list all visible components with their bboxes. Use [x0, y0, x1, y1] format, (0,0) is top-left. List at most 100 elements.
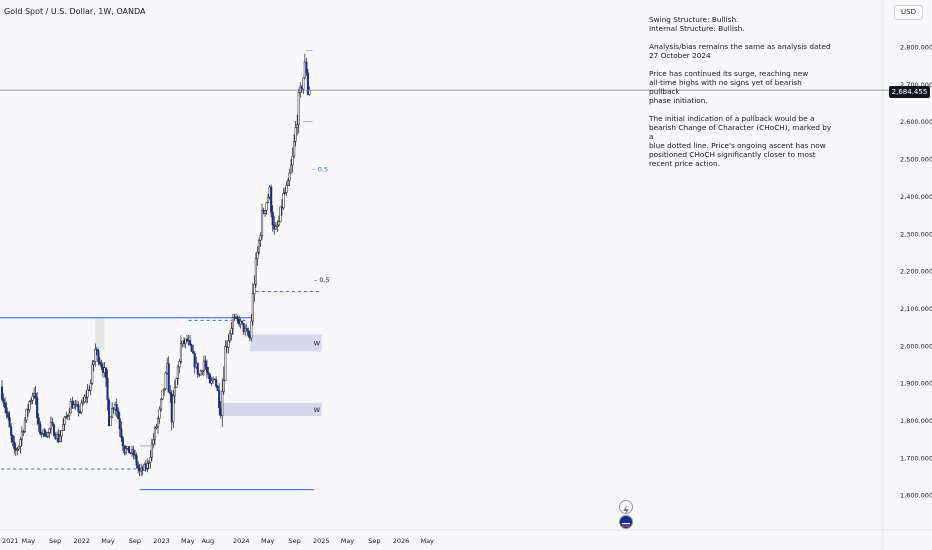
time-tick-label: 2021: [2, 537, 19, 545]
candle-body: [172, 395, 175, 423]
candle-body: [247, 329, 250, 336]
candle-body: [34, 393, 37, 398]
price-tick-label: 2,800.000: [900, 44, 932, 52]
currency-button[interactable]: USD: [894, 5, 923, 20]
candle-body: [241, 320, 244, 324]
price-tick-label: 2,300.000: [900, 230, 932, 238]
candle-body: [89, 382, 92, 391]
candle-body: [10, 426, 13, 436]
candle-body: [164, 372, 167, 389]
candle-body: [176, 366, 179, 380]
candle-body: [208, 374, 212, 384]
candle-body: [193, 353, 196, 368]
candle-body: [36, 397, 39, 418]
candle-body: [109, 416, 112, 426]
candle-body: [5, 407, 8, 414]
zone-0: [249, 334, 322, 352]
candle-body: [43, 429, 46, 437]
candle-body: [129, 452, 132, 454]
time-tick-label: 2026: [393, 537, 410, 545]
candle-body: [184, 338, 187, 345]
candle-body: [94, 348, 97, 362]
candle-body: [4, 402, 7, 408]
time-tick-label: May: [101, 537, 115, 545]
candle-body: [31, 395, 34, 401]
candle-body: [117, 410, 120, 420]
time-tick-label: 2025: [313, 537, 330, 545]
candle-body: [118, 418, 121, 430]
candle-body: [201, 370, 204, 372]
candle-body: [51, 421, 54, 426]
price-tick-label: 2,200.000: [900, 268, 932, 276]
lightning-icon[interactable]: [619, 500, 633, 515]
candle-body: [149, 456, 152, 463]
candle-body: [260, 210, 264, 237]
zone-label-1: W: [314, 406, 321, 414]
zone-1: [222, 402, 322, 417]
candle-body: [192, 351, 195, 354]
candle-body: [207, 372, 210, 375]
fib-label-0: – 0.5: [312, 166, 328, 174]
flag-icon[interactable]: [619, 515, 633, 529]
price-tick-label: 2,100.000: [900, 305, 932, 313]
candle-body: [297, 91, 300, 125]
time-tick-label: Sep: [49, 537, 61, 545]
candle-body: [91, 364, 94, 384]
candle-body: [175, 378, 178, 388]
time-tick-label: Sep: [368, 537, 380, 545]
candle-body: [115, 404, 118, 411]
candle-body: [221, 391, 224, 416]
candle-body: [13, 441, 16, 449]
candle-body: [108, 399, 111, 426]
candle-body: [39, 423, 42, 435]
candle-body: [199, 370, 202, 376]
candle-body: [264, 210, 267, 214]
candle-body: [22, 431, 25, 433]
note-structure: Swing Structure: Bullish. Internal Struct…: [649, 15, 745, 33]
time-tick-label: May: [181, 537, 195, 545]
candle-body: [204, 360, 207, 368]
candle-body: [179, 343, 183, 362]
candle-body: [271, 211, 274, 226]
candle-body: [158, 408, 161, 419]
symbol-title: Gold Spot / U.S. Dollar, 1W, OANDA: [4, 7, 146, 16]
candle-body: [270, 186, 273, 213]
candle-body: [285, 185, 288, 193]
candle-body: [210, 380, 213, 384]
candle-body: [20, 431, 23, 440]
candle-body: [215, 379, 218, 387]
price-tick-label: 1,800.000: [900, 417, 932, 425]
time-tick-label: 2022: [73, 537, 90, 545]
price-tick-label: 2,600.000: [900, 118, 932, 126]
candle-body: [2, 398, 5, 404]
candle-body: [286, 180, 290, 187]
candle-body: [152, 439, 155, 445]
candle-body: [306, 72, 309, 95]
time-tick-label: 2023: [153, 537, 170, 545]
candle-body: [49, 421, 52, 430]
price-tick-label: 2,400.000: [900, 193, 932, 201]
candle-body: [52, 424, 56, 437]
price-tick-label: 1,900.000: [900, 380, 932, 388]
candle-body: [308, 89, 311, 95]
candle-body: [236, 316, 239, 320]
candle-body: [135, 455, 138, 466]
candle-body: [167, 363, 170, 393]
candle-body: [218, 390, 221, 409]
price-tick-label: 2,700.000: [900, 81, 932, 89]
candle-body: [106, 377, 109, 401]
candle-body: [124, 448, 127, 454]
candle-body: [37, 417, 40, 424]
candle-body: [98, 361, 101, 365]
candle-body: [127, 446, 130, 454]
candle-body: [189, 340, 192, 346]
candle-body: [80, 402, 83, 413]
candle-body: [156, 418, 160, 428]
candle-body: [230, 328, 233, 335]
candle-body: [77, 404, 80, 413]
candle-body: [288, 172, 291, 181]
candle-body: [173, 387, 176, 397]
candle-body: [282, 192, 285, 209]
